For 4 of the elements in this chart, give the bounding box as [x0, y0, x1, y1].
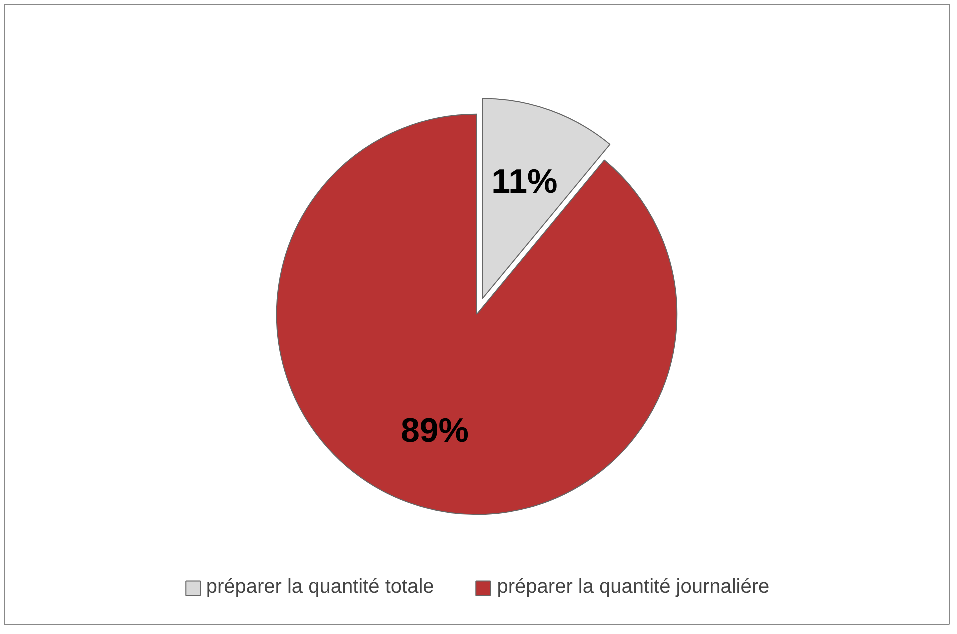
data-label: 11%	[492, 163, 558, 202]
legend-label: préparer la quantité journaliére	[497, 576, 770, 599]
data-label: 89%	[400, 412, 470, 450]
legend-label: préparer la quantité totale	[206, 576, 434, 599]
